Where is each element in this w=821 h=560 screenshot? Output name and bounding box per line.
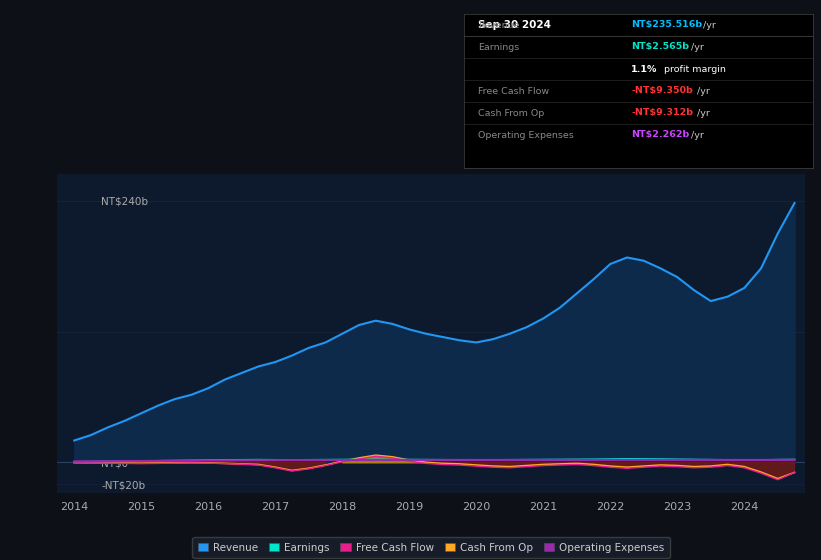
Text: Revenue: Revenue xyxy=(478,21,520,30)
Text: Sep 30 2024: Sep 30 2024 xyxy=(478,20,551,30)
Text: 1.1%: 1.1% xyxy=(631,64,658,73)
Text: NT$235.516b: NT$235.516b xyxy=(631,21,703,30)
Text: /yr: /yr xyxy=(688,43,704,52)
Text: /yr: /yr xyxy=(695,86,710,96)
Text: /yr: /yr xyxy=(700,21,716,30)
Text: profit margin: profit margin xyxy=(661,64,726,73)
Text: Cash From Op: Cash From Op xyxy=(478,109,544,118)
Text: NT$2.565b: NT$2.565b xyxy=(631,43,690,52)
Legend: Revenue, Earnings, Free Cash Flow, Cash From Op, Operating Expenses: Revenue, Earnings, Free Cash Flow, Cash … xyxy=(192,538,670,558)
Text: /yr: /yr xyxy=(695,109,710,118)
Text: -NT$9.312b: -NT$9.312b xyxy=(631,109,694,118)
Text: /yr: /yr xyxy=(688,130,704,139)
Text: Free Cash Flow: Free Cash Flow xyxy=(478,86,549,96)
Text: Earnings: Earnings xyxy=(478,43,519,52)
Text: NT$2.262b: NT$2.262b xyxy=(631,130,690,139)
Text: -NT$9.350b: -NT$9.350b xyxy=(631,86,693,96)
Text: Operating Expenses: Operating Expenses xyxy=(478,130,574,139)
